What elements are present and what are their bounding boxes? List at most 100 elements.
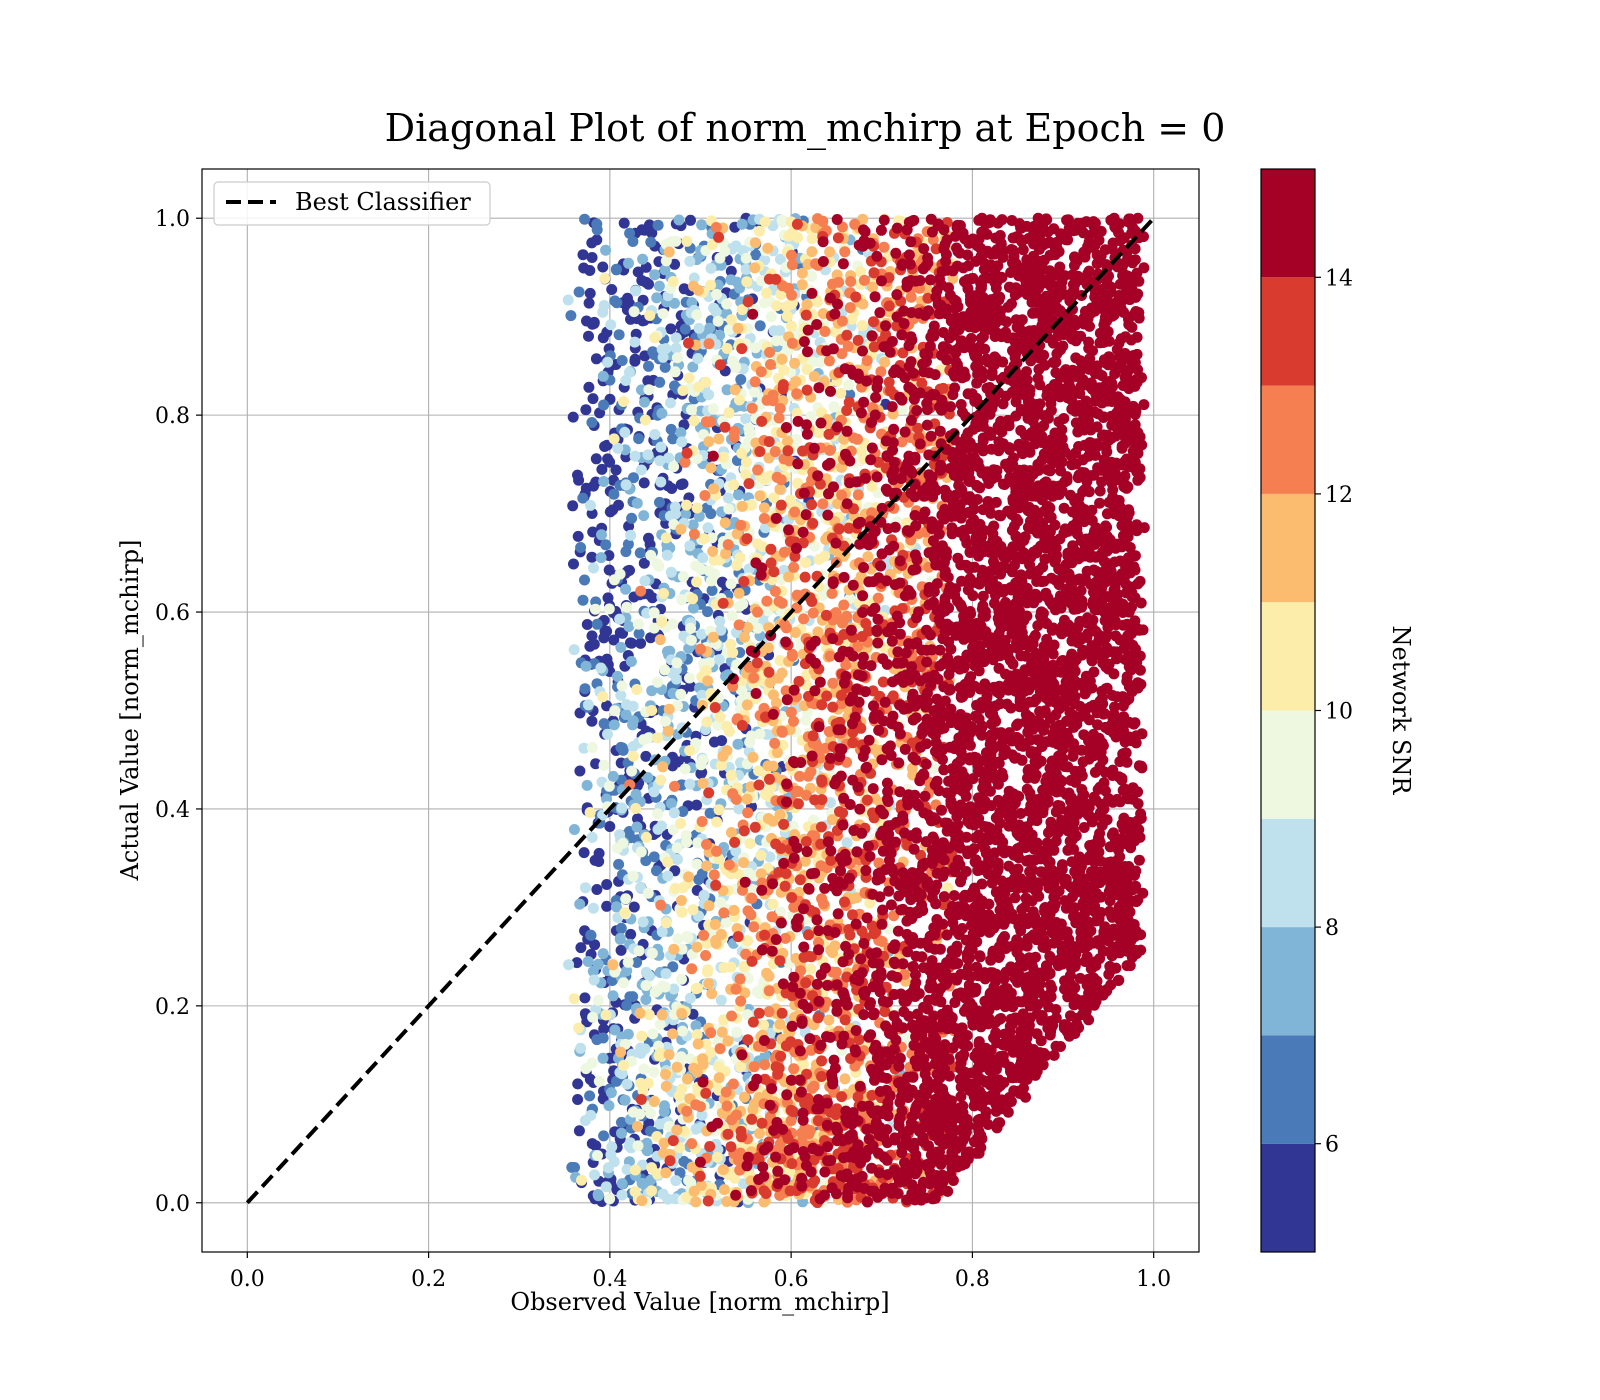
scatter-point <box>629 1186 641 1198</box>
scatter-point <box>684 540 696 552</box>
scatter-point <box>735 995 747 1007</box>
scatter-point <box>701 860 713 872</box>
scatter-point <box>649 986 661 998</box>
scatter-point <box>636 1030 648 1042</box>
scatter-point <box>788 561 800 573</box>
scatter-point <box>707 545 719 557</box>
scatter-point <box>579 683 591 695</box>
scatter-point <box>586 742 598 753</box>
scatter-point <box>665 423 677 435</box>
scatter-point <box>841 837 853 849</box>
scatter-point <box>675 688 687 700</box>
scatter-point <box>841 405 853 416</box>
scatter-point <box>632 266 644 278</box>
scatter-point <box>714 359 726 371</box>
scatter-point <box>657 308 669 320</box>
scatter-point <box>667 961 679 973</box>
scatter-point <box>690 1196 702 1208</box>
scatter-point <box>629 1164 641 1176</box>
scatter-point <box>786 337 798 349</box>
scatter-point <box>711 288 722 300</box>
scatter-point <box>665 397 676 409</box>
scatter-point <box>923 469 935 481</box>
scatter-point <box>586 417 598 428</box>
scatter-point <box>692 353 704 364</box>
scatter-point <box>856 320 868 332</box>
scatter-point <box>769 446 781 458</box>
scatter-point <box>600 1181 612 1193</box>
scatter-point <box>758 502 770 514</box>
scatter-point <box>620 709 632 721</box>
scatter-point <box>750 688 762 699</box>
scatter-point <box>732 489 744 501</box>
scatter-point <box>721 1100 733 1112</box>
scatter-point <box>702 606 713 618</box>
scatter-point <box>676 436 688 448</box>
scatter-point <box>801 384 813 396</box>
scatter-point <box>861 794 873 806</box>
scatter-point <box>670 1175 682 1187</box>
scatter-point <box>616 1189 628 1201</box>
scatter-point <box>749 262 761 274</box>
scatter-point <box>814 356 826 368</box>
scatter-point <box>844 477 856 489</box>
scatter-point <box>740 252 752 264</box>
scatter-point <box>765 311 777 323</box>
scatter-point <box>841 610 853 622</box>
scatter-point <box>627 236 639 247</box>
scatter-point <box>711 845 722 857</box>
scatter-point <box>632 1140 644 1152</box>
scatter-point <box>640 994 652 1005</box>
scatter-point <box>844 302 856 314</box>
scatter-point <box>691 858 703 870</box>
scatter-point <box>891 222 903 234</box>
scatter-point <box>643 384 655 396</box>
scatter-point <box>609 1024 621 1036</box>
scatter-point <box>669 882 681 894</box>
scatter-point <box>608 634 620 646</box>
scatter-point <box>783 571 795 583</box>
scatter-point <box>621 601 633 613</box>
scatter-point <box>721 720 733 732</box>
scatter-point <box>775 499 787 511</box>
scatter-point <box>774 483 786 495</box>
scatter-point <box>777 978 789 990</box>
scatter-point <box>620 479 632 491</box>
scatter-point <box>794 987 806 999</box>
scatter-point <box>630 285 642 297</box>
scatter-point <box>763 1006 775 1018</box>
scatter-point <box>589 603 601 615</box>
scatter-point <box>792 458 804 470</box>
scatter-point <box>579 213 591 225</box>
scatter-point <box>730 1189 742 1201</box>
scatter-point <box>746 402 758 414</box>
scatter-point <box>704 322 716 334</box>
scatter-point <box>667 1028 679 1040</box>
scatter-point <box>606 284 618 295</box>
scatter-point <box>830 537 842 549</box>
scatter-point <box>636 1177 648 1189</box>
scatter-point <box>827 278 838 290</box>
scatter-point <box>719 421 731 433</box>
scatter-point <box>696 816 708 827</box>
scatter-point <box>827 701 839 713</box>
scatter-point <box>700 950 712 961</box>
scatter-point <box>691 309 703 321</box>
scatter-point <box>711 816 723 828</box>
scatter-point <box>602 356 614 368</box>
scatter-point <box>782 1133 794 1144</box>
scatter-point <box>628 472 639 484</box>
scatter-point <box>676 1008 688 1019</box>
scatter-point <box>643 360 654 372</box>
scatter-point <box>623 621 635 632</box>
scatter-point <box>601 700 613 712</box>
scatter-point <box>761 967 773 979</box>
scatter-point <box>585 929 597 941</box>
scatter-point <box>794 874 806 886</box>
scatter-point <box>608 719 620 731</box>
scatter-point <box>588 562 599 574</box>
scatter-point <box>734 973 746 985</box>
scatter-point <box>573 1125 585 1137</box>
scatter-point <box>782 445 794 457</box>
scatter-point <box>572 1094 584 1105</box>
